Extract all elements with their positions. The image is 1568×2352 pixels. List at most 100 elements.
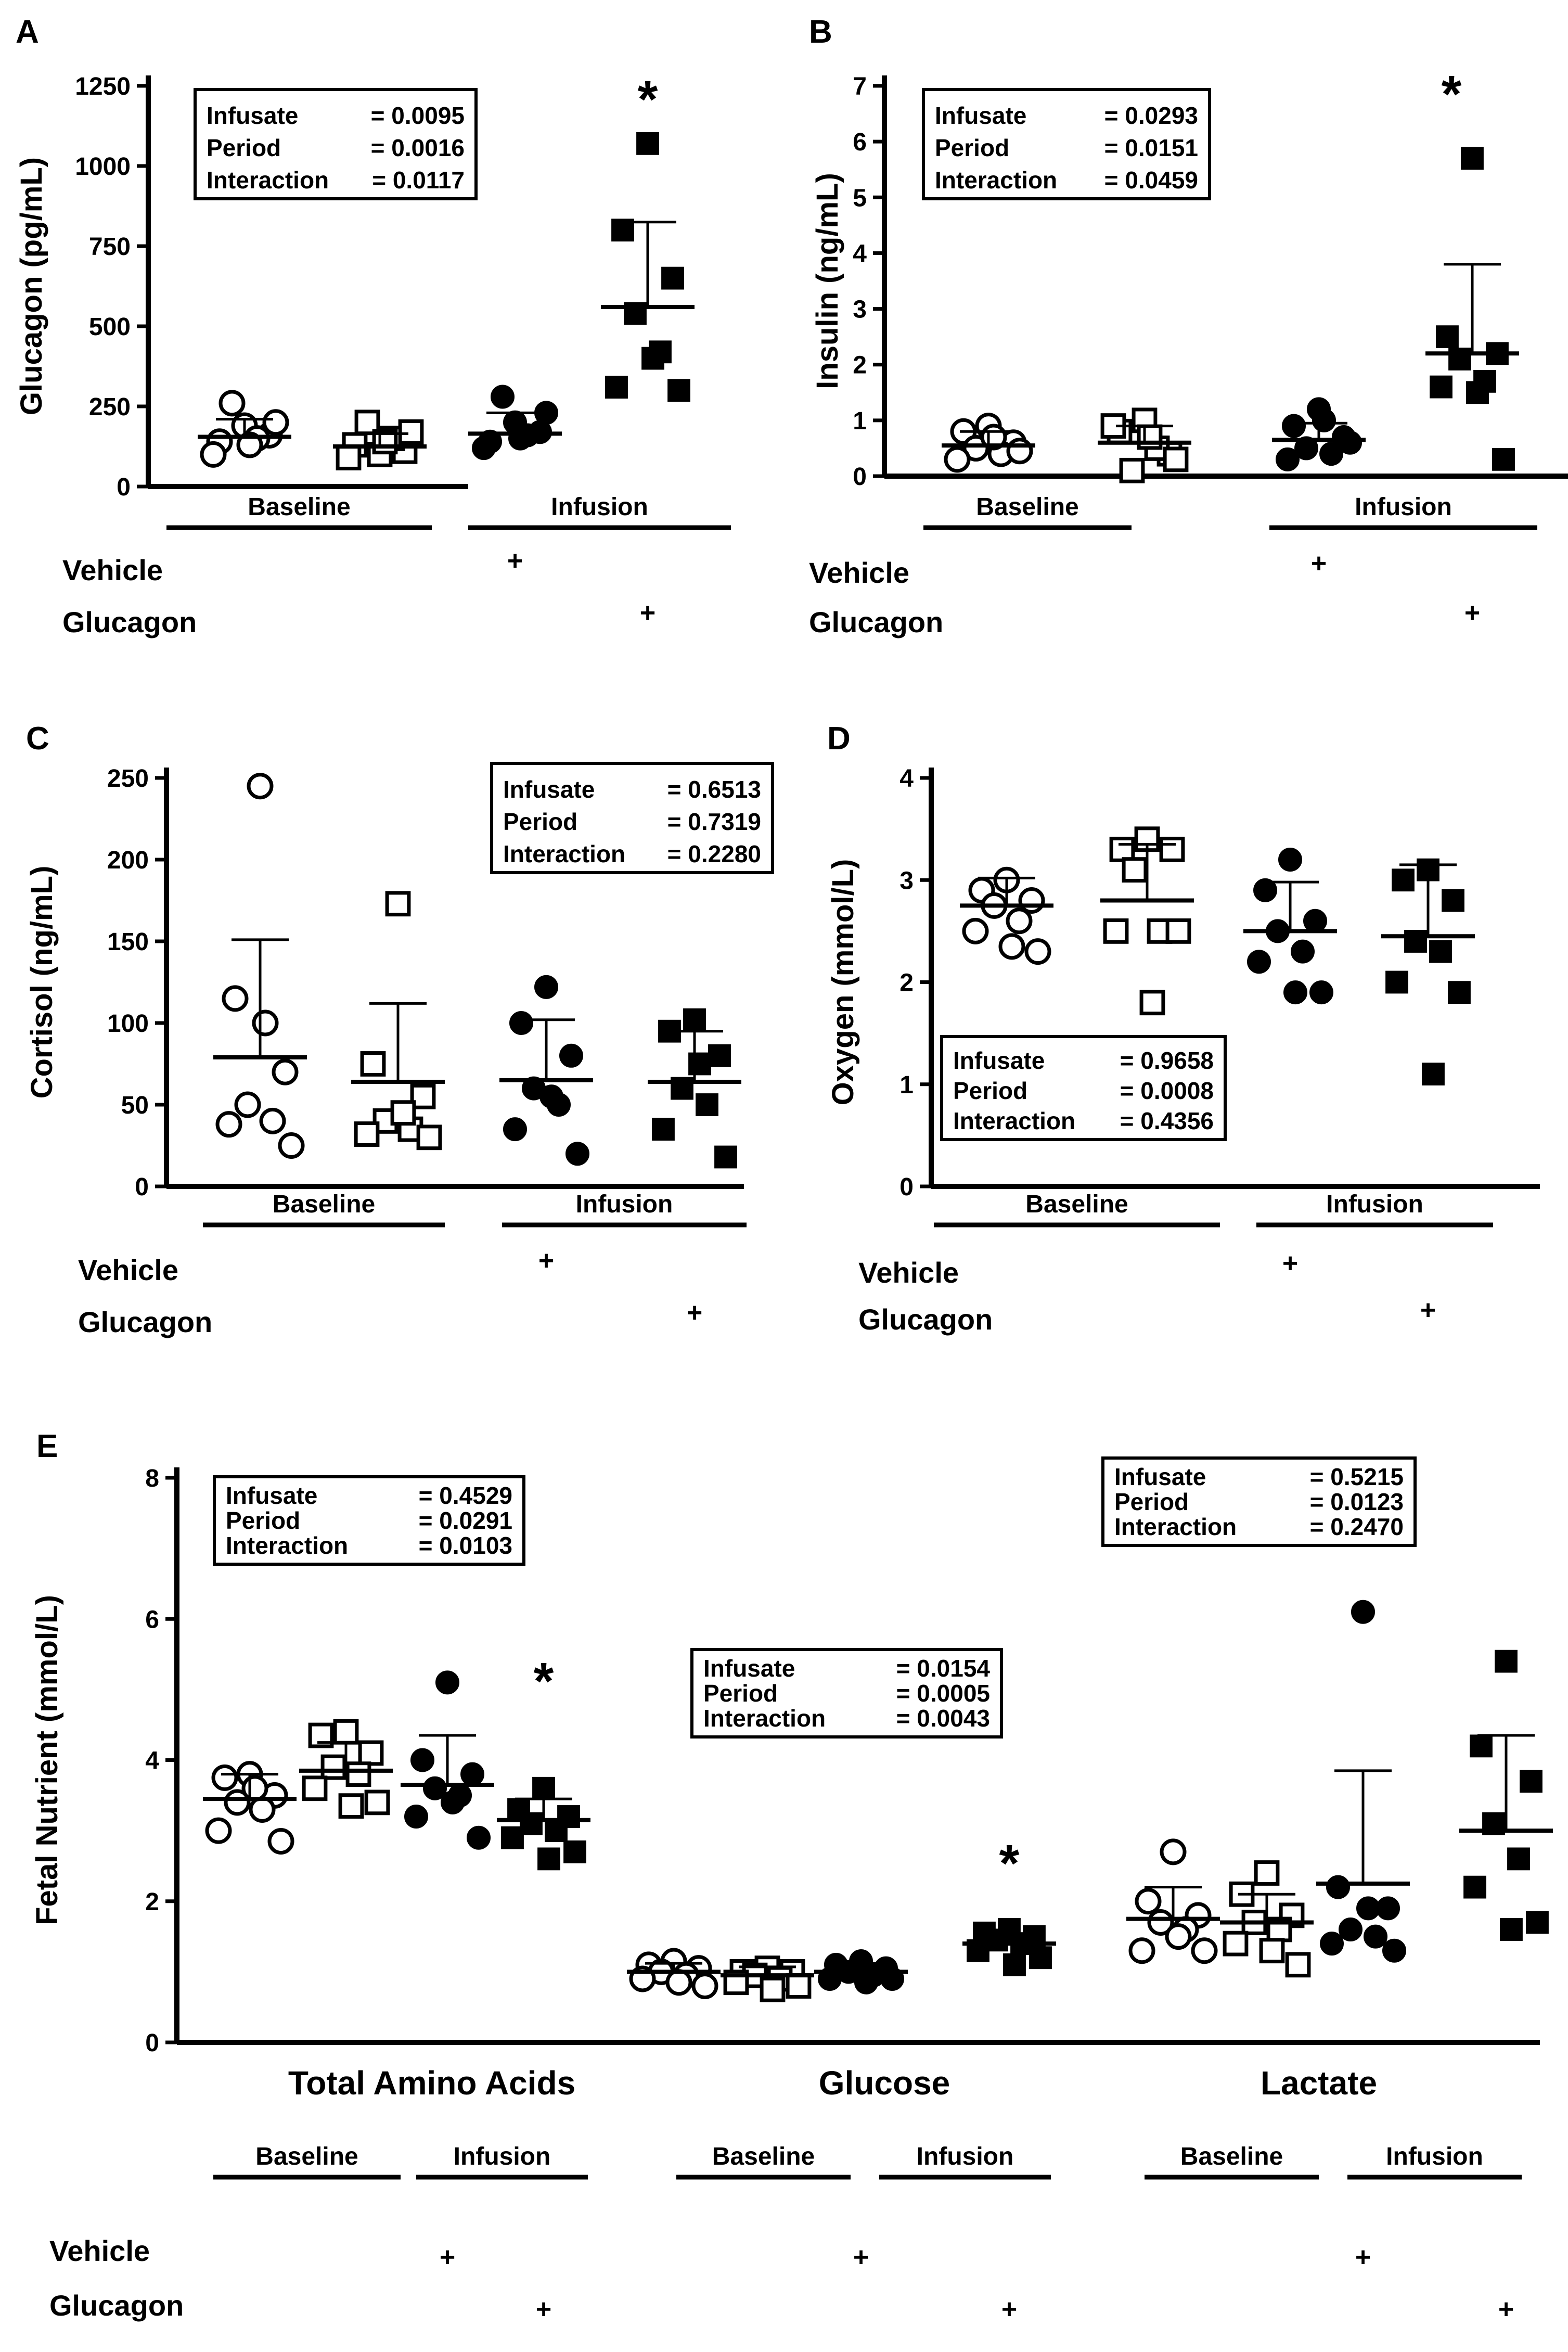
- stat-label: Infusate: [935, 102, 1026, 129]
- vehicle-plus: +: [507, 546, 523, 576]
- data-point: [224, 1789, 251, 1816]
- data-point: [272, 1058, 299, 1085]
- data-point: [423, 1776, 447, 1800]
- panel-letter: C: [26, 721, 49, 757]
- y-tick-label: 2: [853, 352, 867, 379]
- data-point: [1003, 1953, 1026, 1976]
- group-label: Baseline: [1180, 2143, 1283, 2170]
- series-infusion-glucagon: [497, 1776, 590, 1871]
- y-tick-label: 4: [145, 1747, 159, 1775]
- data-point: [1309, 980, 1333, 1005]
- stat-value: = 0.0291: [419, 1507, 512, 1534]
- y-tick-label: 3: [899, 867, 914, 894]
- data-point: [247, 773, 274, 800]
- stats-box: [1101, 1456, 1417, 1547]
- series-baseline-glucagon: [1098, 407, 1191, 483]
- stat-label: Interaction: [935, 167, 1057, 194]
- glucagon-plus: +: [1420, 1295, 1436, 1325]
- data-point: [1165, 918, 1191, 944]
- series-infusion-glucagon: [648, 1008, 741, 1169]
- glucagon-plus: +: [1001, 2294, 1017, 2324]
- data-point: [1160, 1838, 1187, 1865]
- y-axis-title: Insulin (ng/mL): [811, 173, 844, 389]
- data-point: [1191, 1937, 1218, 1964]
- data-point: [1163, 446, 1189, 472]
- data-point: [691, 1973, 718, 1999]
- glucagon-plus: +: [1464, 598, 1480, 628]
- stat-label: Infusate: [703, 1655, 795, 1682]
- chart-panel-C: C 0 50 100 150 200 250 Cortisol (ng/mL) Infusate…: [25, 721, 774, 1338]
- series-baseline-vehicle: [942, 413, 1035, 473]
- data-point: [491, 385, 515, 409]
- y-axis-title: Glucagon (pg/mL): [15, 157, 48, 415]
- significance-star: *: [638, 70, 658, 129]
- data-point: [537, 1847, 560, 1871]
- panel-letter: A: [16, 14, 39, 50]
- series-infusion-vehicle: [401, 1670, 494, 1850]
- data-point: [441, 1790, 465, 1814]
- data-point: [605, 376, 628, 399]
- series-infusion-vehicle: [1316, 1600, 1410, 1963]
- stats-box: [490, 762, 774, 874]
- data-point: [278, 1132, 305, 1159]
- data-point: [503, 1117, 527, 1142]
- stat-value: = 0.7319: [667, 808, 761, 835]
- data-point: [1442, 889, 1464, 912]
- stat-value: = 0.4529: [419, 1482, 512, 1509]
- nutrient-glucose: Infusate = 0.0154 Period = 0.0005 Interactio…: [627, 1648, 1056, 2324]
- y-axis-title: Fetal Nutrient (mmol/L): [30, 1595, 64, 1925]
- data-point: [636, 132, 659, 155]
- group-label: Baseline: [248, 493, 350, 521]
- stats-box: [922, 88, 1211, 200]
- data-point: [219, 390, 246, 417]
- vehicle-label: Vehicle: [858, 1256, 959, 1289]
- data-point: [358, 1740, 384, 1766]
- y-tick-label: 750: [89, 233, 131, 261]
- stat-value: = 0.2280: [667, 840, 761, 867]
- series-infusion-vehicle: [468, 385, 562, 461]
- y-tick-label: 1250: [75, 73, 131, 100]
- data-point: [1495, 1650, 1518, 1673]
- vehicle-label: Vehicle: [62, 554, 163, 586]
- y-axis-title: Oxygen (mmol/L): [826, 859, 860, 1106]
- stat-label: Period: [703, 1680, 778, 1707]
- y-tick-label: 4: [853, 240, 867, 267]
- data-point: [1128, 1937, 1155, 1964]
- data-point: [267, 1827, 294, 1855]
- stat-value: = 0.6513: [667, 776, 761, 803]
- glucagon-plus: +: [687, 1298, 702, 1328]
- stat-label: Interaction: [953, 1107, 1075, 1134]
- data-point: [333, 1719, 359, 1745]
- y-tick-label: 0: [145, 2029, 159, 2057]
- stat-label: Infusate: [207, 102, 298, 129]
- y-tick-label: 1: [899, 1071, 914, 1099]
- data-point: [708, 1044, 731, 1067]
- group-label: Infusion: [576, 1191, 673, 1218]
- y-tick-label: 0: [135, 1173, 149, 1201]
- stat-label: Period: [503, 808, 577, 835]
- vehicle-plus: +: [538, 1246, 554, 1276]
- data-point: [1029, 1946, 1052, 1970]
- stat-label: Infusate: [503, 776, 595, 803]
- y-tick-label: 4: [899, 765, 914, 792]
- series-baseline-glucagon: [1220, 1860, 1314, 1978]
- data-point: [1135, 1888, 1162, 1915]
- vehicle-label: Vehicle: [809, 556, 909, 589]
- series-infusion-vehicle: [814, 1949, 908, 1995]
- data-point: [534, 975, 558, 999]
- data-point: [1461, 147, 1484, 170]
- series-baseline-vehicle: [213, 773, 307, 1159]
- data-point: [1119, 457, 1145, 483]
- group-label: Infusion: [1355, 493, 1452, 521]
- data-point: [1356, 1896, 1380, 1921]
- series-baseline-vehicle: [960, 866, 1053, 965]
- data-point: [1294, 436, 1318, 461]
- data-point: [205, 1817, 232, 1844]
- data-point: [1470, 1734, 1493, 1758]
- data-point: [222, 985, 249, 1012]
- data-point: [1364, 1924, 1387, 1949]
- series-baseline-glucagon: [351, 891, 445, 1151]
- data-point: [1339, 1918, 1363, 1941]
- group-label: Baseline: [1025, 1191, 1128, 1218]
- panel-letter: E: [36, 1428, 58, 1464]
